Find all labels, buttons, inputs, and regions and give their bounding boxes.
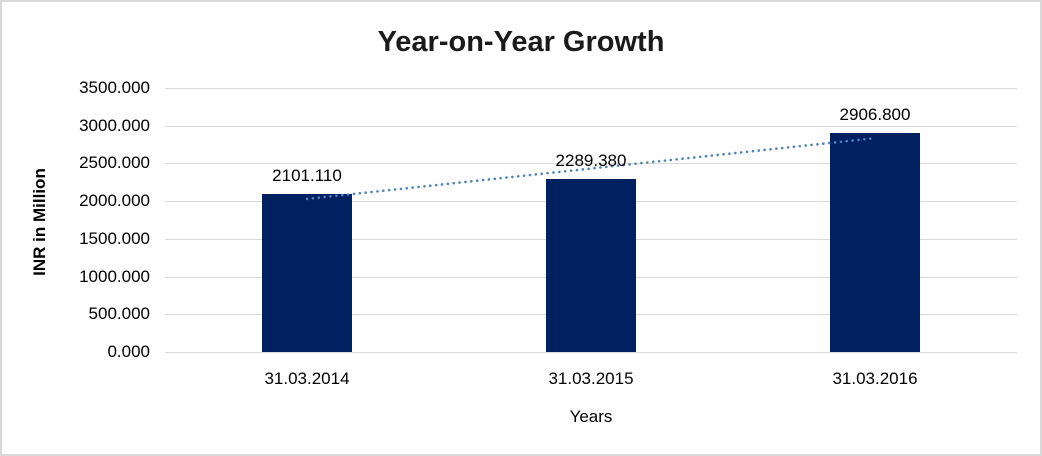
y-axis-tick-label: 0.000: [107, 342, 150, 361]
data-label: 2289.380: [555, 151, 627, 171]
bar-31.03.2016: [830, 132, 920, 352]
x-axis-tick-label: 31.03.2015: [548, 369, 634, 388]
y-axis-tick-label: 3500.000: [79, 78, 150, 97]
trendline: [305, 136, 877, 201]
y-axis-title: INR in Million: [30, 168, 49, 276]
gridline: [165, 88, 1017, 89]
gridline: [165, 352, 1017, 353]
bar-31.03.2014: [262, 193, 352, 352]
data-label: 2101.110: [272, 165, 342, 185]
y-axis-tick-label: 500.000: [88, 304, 150, 324]
chart-title: Year-on-Year Growth: [377, 26, 665, 58]
y-axis-tick-label: 1500.000: [79, 228, 150, 248]
y-axis-tick-label: 2500.000: [79, 153, 150, 173]
bar-31.03.2015: [546, 179, 636, 352]
y-axis-tick-label: 1000.000: [79, 266, 150, 286]
data-label: 2906.800: [839, 104, 911, 124]
plot-area: [165, 88, 1017, 353]
y-axis-tick-label: 3000.000: [79, 115, 150, 135]
gridline: [165, 125, 1017, 127]
gridline: [165, 163, 1017, 165]
x-axis-title: Years: [569, 407, 613, 426]
x-axis-tick-label: 31.03.2014: [264, 369, 350, 388]
x-axis-tick-label: 31.03.2016: [832, 369, 918, 388]
trendline-path: [305, 136, 877, 201]
y-axis-tick-label: 2000.000: [79, 191, 150, 211]
